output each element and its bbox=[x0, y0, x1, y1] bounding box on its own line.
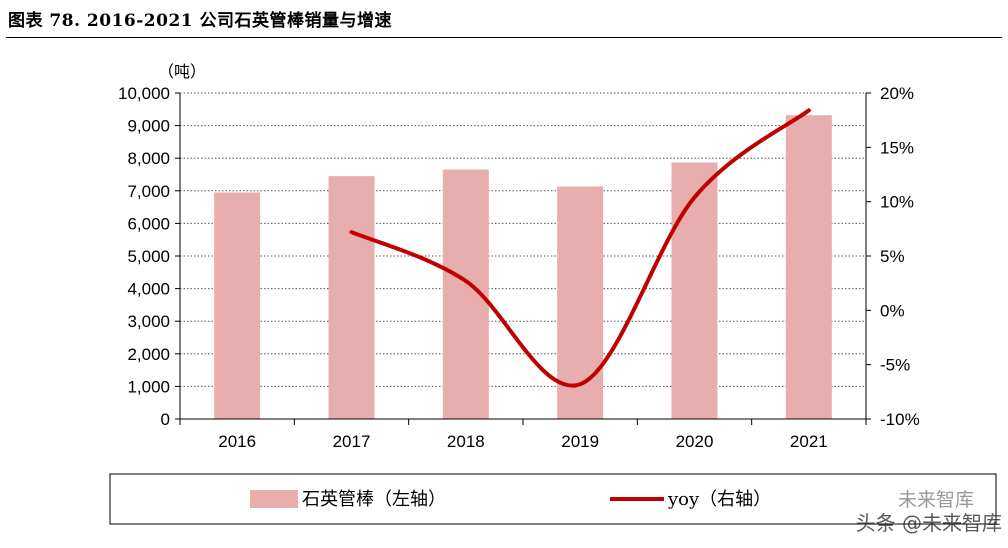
bar bbox=[328, 176, 375, 419]
watermark-logo: 未来智库 bbox=[897, 489, 974, 511]
x-tick-label: 2018 bbox=[447, 432, 485, 451]
x-tick-label: 2020 bbox=[676, 432, 714, 451]
left-tick-label: 9,000 bbox=[127, 117, 170, 136]
right-tick-label: 15% bbox=[880, 138, 914, 157]
left-tick-label: 4,000 bbox=[127, 280, 170, 299]
right-tick-label: -5% bbox=[880, 356, 910, 375]
x-tick-label: 2021 bbox=[790, 432, 828, 451]
left-tick-label: 8,000 bbox=[127, 149, 170, 168]
right-tick-label: 10% bbox=[880, 193, 914, 212]
legend-swatch-bar bbox=[250, 490, 298, 508]
right-tick-label: 20% bbox=[880, 84, 914, 103]
bar bbox=[785, 115, 832, 419]
left-tick-label: 1,000 bbox=[127, 377, 170, 396]
legend-label-line: yoy（右轴） bbox=[667, 489, 771, 510]
bar bbox=[557, 186, 604, 419]
right-tick-label: -10% bbox=[880, 410, 920, 429]
yoy-line-path bbox=[349, 108, 811, 388]
bar bbox=[214, 192, 261, 419]
right-tick-label: 0% bbox=[880, 301, 905, 320]
x-tick-label: 2019 bbox=[561, 432, 599, 451]
left-tick-label: 3,000 bbox=[127, 312, 170, 331]
left-tick-label: 5,000 bbox=[127, 247, 170, 266]
left-tick-label: 10,000 bbox=[118, 84, 170, 103]
left-tick-label: 2,000 bbox=[127, 345, 170, 364]
chart-title: 图表 78. 2016-2021 公司石英管棒销量与增速 bbox=[8, 11, 393, 31]
left-tick-label: 6,000 bbox=[127, 214, 170, 233]
x-tick-label: 2016 bbox=[218, 432, 256, 451]
yoy-line bbox=[349, 108, 811, 388]
title-divider bbox=[6, 37, 1002, 38]
left-axis-unit-label: （吨） bbox=[158, 62, 206, 81]
watermark: 头条 @未来智库 bbox=[855, 511, 1002, 535]
left-tick-label: 7,000 bbox=[127, 182, 170, 201]
bar bbox=[671, 162, 718, 420]
x-tick-label: 2017 bbox=[333, 432, 371, 451]
legend-box bbox=[109, 473, 997, 525]
axes: 0 1,000 2,000 3,000 4,000 5,000 6,000 7,000 8,00… bbox=[118, 84, 920, 451]
legend-label-bar: 石英管棒（左轴） bbox=[302, 489, 446, 510]
legend: 石英管棒（左轴） yoy（右轴） bbox=[109, 473, 997, 525]
bars bbox=[214, 115, 832, 420]
right-tick-label: 5% bbox=[880, 247, 905, 266]
gridlines bbox=[180, 92, 866, 387]
left-tick-label: 0 bbox=[161, 410, 170, 429]
